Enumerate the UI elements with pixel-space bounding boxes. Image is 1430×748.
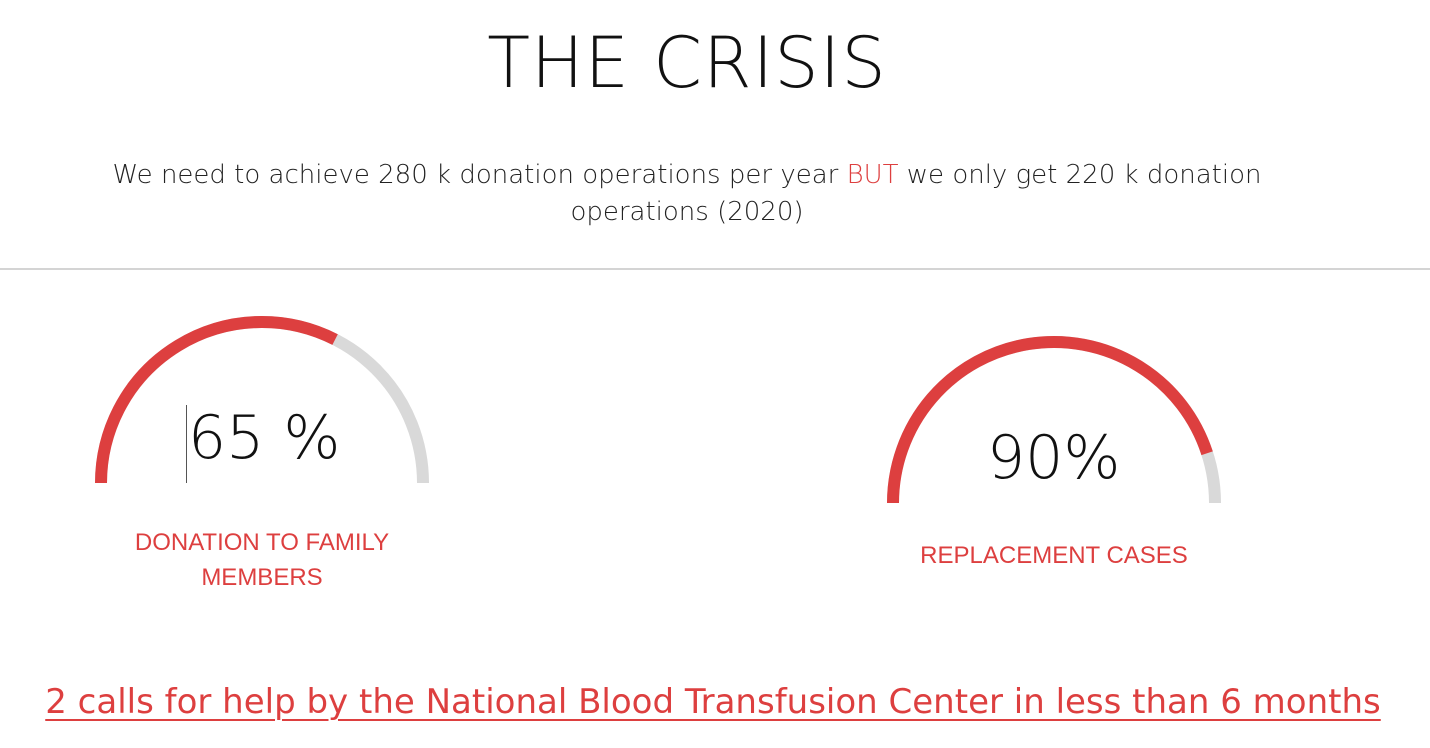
intro-text-after: we only get 220 k donation operations (2… bbox=[570, 160, 1262, 227]
gauge-arc-chart bbox=[95, 316, 429, 484]
gauge-arc-chart bbox=[887, 336, 1221, 504]
gauge-fill bbox=[887, 336, 1213, 504]
gauge-donation-family: 65 % DONATION TO FAMILY MEMBERS bbox=[95, 315, 435, 615]
help-calls-link[interactable]: 2 calls for help by the National Blood T… bbox=[45, 682, 1381, 722]
page-title: THE CRISIS bbox=[487, 22, 887, 104]
gauge-fill bbox=[95, 316, 338, 484]
gauge-value: 65 % bbox=[188, 403, 341, 473]
gauge-label: DONATION TO FAMILY MEMBERS bbox=[134, 529, 390, 591]
gauge-label: REPLACEMENT CASES bbox=[920, 542, 1188, 569]
section-divider bbox=[0, 268, 1430, 270]
gauge-replacement-cases: 90% REPLACEMENT CASES bbox=[887, 335, 1227, 595]
intro-text-before: We need to achieve 280 k donation operat… bbox=[112, 160, 847, 190]
text-cursor bbox=[186, 405, 187, 483]
intro-highlight: BUT bbox=[846, 160, 899, 190]
gauge-value: 90% bbox=[987, 423, 1121, 493]
intro-text: We need to achieve 280 k donation operat… bbox=[90, 157, 1284, 231]
